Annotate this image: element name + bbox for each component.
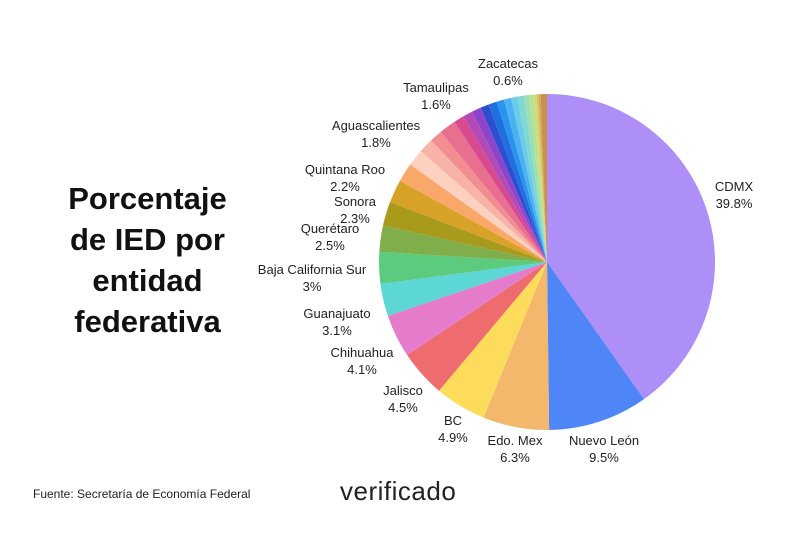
slice-label: Baja California Sur — [258, 262, 367, 277]
pie-slice — [420, 140, 547, 262]
pie-slice — [390, 180, 547, 262]
value-label: 39.8% — [716, 196, 753, 211]
pie-slice — [528, 94, 547, 262]
value-label: 2.3% — [340, 211, 370, 226]
pie-slice — [483, 262, 550, 431]
pie-slice — [480, 104, 547, 263]
slice-label: Chihuahua — [331, 345, 395, 360]
pie-slice — [540, 94, 547, 262]
pie-slice — [517, 95, 547, 262]
pie-slice — [407, 262, 547, 391]
slice-label: BC — [444, 413, 462, 428]
pie-slice — [547, 94, 715, 400]
slice-label: Tamaulipas — [403, 80, 469, 95]
pie-slice — [536, 94, 547, 263]
slice-label: Quintana Roo — [305, 162, 385, 177]
pie-slice — [547, 262, 645, 430]
source-note: Fuente: Secretaría de Economía Federal — [33, 487, 251, 501]
pie-slice — [503, 97, 547, 262]
value-label: 0.6% — [493, 73, 523, 88]
slice-label: Aguascalientes — [332, 118, 421, 133]
pie-slice — [387, 262, 547, 356]
slice-label: Jalisco — [383, 383, 423, 398]
pie-slice — [511, 96, 547, 262]
value-label: 1.8% — [361, 135, 391, 150]
value-label: 2.5% — [315, 238, 345, 253]
slice-label: Sonora — [334, 194, 377, 209]
pie-slice — [383, 202, 547, 262]
pie-slice — [523, 94, 547, 262]
pie-slice — [379, 251, 547, 284]
value-label: 1.6% — [421, 97, 451, 112]
pie-slice — [431, 131, 547, 262]
value-label: 3.1% — [322, 323, 352, 338]
pie-slice — [471, 107, 547, 262]
value-label: 4.1% — [347, 362, 377, 377]
slice-label: Zacatecas — [478, 56, 538, 71]
value-label: 3% — [303, 279, 322, 294]
value-label: 9.5% — [589, 450, 619, 465]
slice-label: Nuevo León — [569, 433, 639, 448]
value-label: 4.5% — [388, 400, 418, 415]
pie-slice — [440, 121, 547, 262]
pie-slice — [379, 225, 547, 262]
value-label: 2.2% — [330, 179, 360, 194]
pie-slice — [454, 116, 547, 262]
pie-slice — [439, 262, 547, 418]
pie-slice — [463, 111, 547, 262]
slice-label: Guanajuato — [303, 306, 370, 321]
value-label: 4.9% — [438, 430, 468, 445]
pie-slice — [538, 94, 547, 262]
slice-label: Edo. Mex — [488, 433, 543, 448]
pie-slice — [496, 99, 547, 263]
pie-slice — [533, 94, 547, 262]
logo: verificado — [340, 476, 457, 506]
pie-slice — [410, 151, 547, 262]
pie-slice — [399, 164, 547, 262]
value-label: 6.3% — [500, 450, 530, 465]
chart-title: Porcentaje de IED por entidad federativa — [68, 181, 227, 339]
pie-slice — [488, 101, 547, 262]
slice-label: Querétaro — [301, 221, 360, 236]
slice-label: CDMX — [715, 179, 754, 194]
pie-slice — [380, 262, 547, 316]
